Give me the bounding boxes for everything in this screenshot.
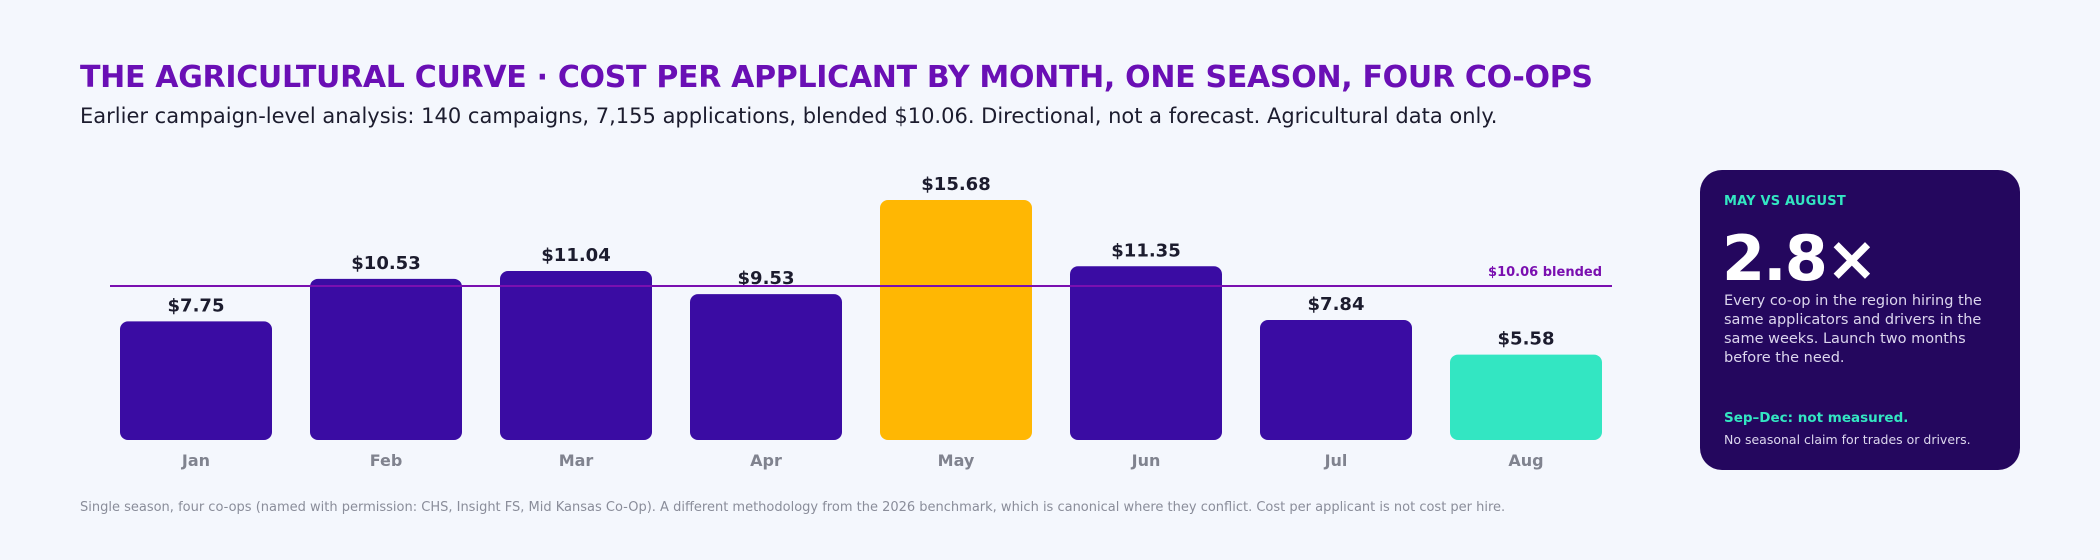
bar-chart: $7.75 Jan $10.53 Feb $11.04 Mar $9.53 Apr $15.68… xyxy=(110,174,1612,470)
category-label-aug: Aug xyxy=(1508,451,1543,470)
callout-stat: 2.8× xyxy=(1722,222,1878,295)
callout-note-title: Sep–Dec: not measured. xyxy=(1724,410,1909,426)
value-label-jan: $7.75 xyxy=(168,295,225,316)
footnote: Single season, four co-ops (named with p… xyxy=(80,500,1506,515)
bar-jun xyxy=(1070,266,1222,440)
bar-mar xyxy=(500,271,652,440)
value-label-jul: $7.84 xyxy=(1308,294,1365,315)
value-label-apr: $9.53 xyxy=(738,268,795,289)
category-label-mar: Mar xyxy=(559,451,594,470)
value-label-may: $15.68 xyxy=(921,174,990,195)
callout-body: Every co-op in the region hiring the sam… xyxy=(1724,293,1982,366)
value-label-mar: $11.04 xyxy=(541,245,610,266)
blended-reference-label: $10.06 blended xyxy=(1488,265,1602,280)
category-label-feb: Feb xyxy=(370,451,403,470)
value-label-aug: $5.58 xyxy=(1498,329,1555,350)
bar-jul xyxy=(1260,320,1412,440)
value-label-jun: $11.35 xyxy=(1111,240,1180,261)
bar-may xyxy=(880,200,1032,440)
category-label-may: May xyxy=(938,451,975,470)
category-label-jun: Jun xyxy=(1131,451,1161,470)
category-label-jan: Jan xyxy=(181,451,210,470)
callout-eyebrow: MAY VS AUGUST xyxy=(1724,194,1846,209)
chart-title: THE AGRICULTURAL CURVE · COST PER APPLIC… xyxy=(80,60,1593,95)
chart-subtitle: Earlier campaign-level analysis: 140 cam… xyxy=(80,104,1498,128)
bar-aug xyxy=(1450,354,1602,440)
category-label-jul: Jul xyxy=(1324,451,1348,470)
bar-feb xyxy=(310,278,462,440)
callout-card: MAY VS AUGUST 2.8× Every co-op in the re… xyxy=(1700,170,2020,470)
category-label-apr: Apr xyxy=(750,451,782,470)
value-label-feb: $10.53 xyxy=(351,253,420,274)
callout-note: No seasonal claim for trades or drivers. xyxy=(1724,432,1971,447)
bar-apr xyxy=(690,294,842,440)
bar-jan xyxy=(120,321,272,440)
